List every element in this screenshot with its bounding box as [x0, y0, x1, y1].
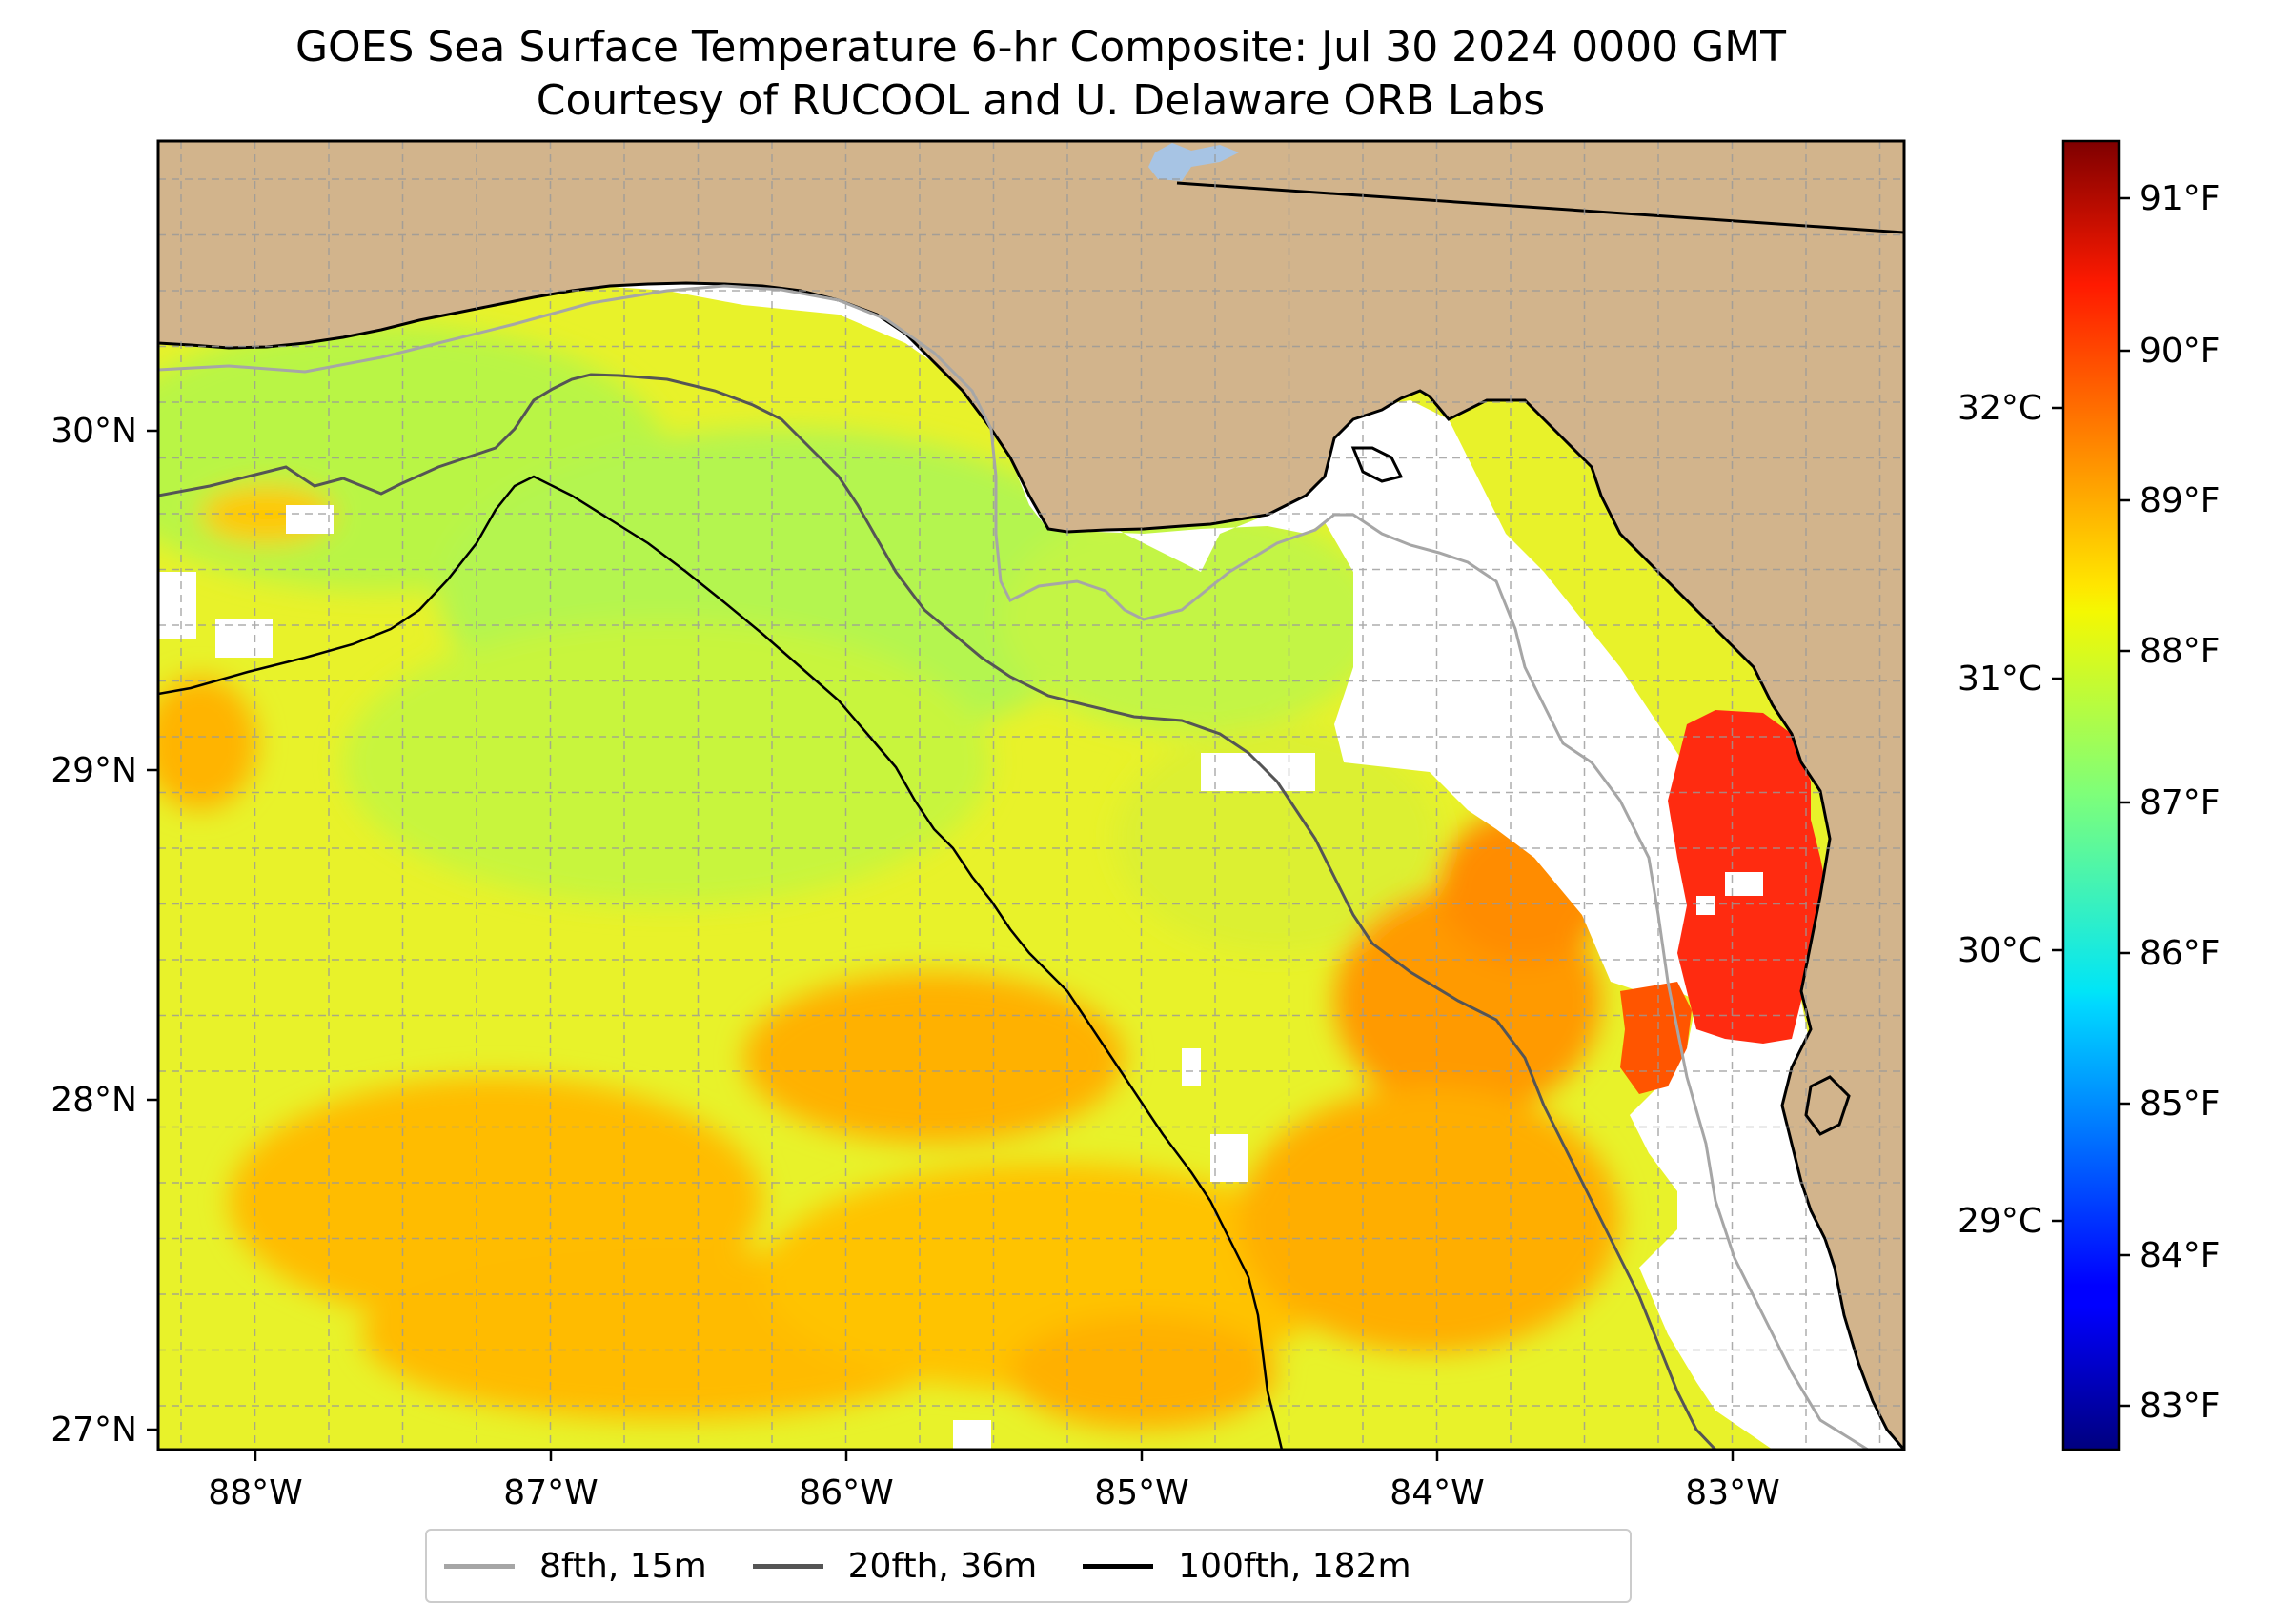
legend-line-swatch [752, 1563, 823, 1569]
map-frame [156, 139, 1906, 1451]
lat-tick-label: 28°N [51, 1081, 137, 1120]
cb-f-tick-label: 85°F [2140, 1085, 2221, 1124]
cb-f-tick-label: 91°F [2140, 179, 2221, 218]
cb-f-tick-label: 88°F [2140, 632, 2221, 671]
lat-tick-label: 30°N [51, 412, 137, 451]
cb-f-tick-label: 89°F [2140, 481, 2221, 520]
coast-detail [1350, 446, 1404, 483]
lon-tick-label: 83°W [1685, 1473, 1779, 1512]
isobath-20fth [158, 373, 1717, 1450]
colorbar[interactable]: 91°F 90°F 89°F 88°F 87°F 86°F 85°F 84°F 83°F 32°… [1958, 139, 2221, 1451]
isobath-legend: 8fth, 15m 20fth, 36m 100fth, 182m [425, 1529, 1632, 1603]
cb-c-tick-label: 32°C [1958, 389, 2042, 428]
lon-tick-label: 86°W [799, 1473, 893, 1512]
cb-f-tick-label: 84°F [2140, 1236, 2221, 1275]
lon-tick-label: 87°W [503, 1473, 598, 1512]
legend-item: 100fth, 182m [1083, 1546, 1411, 1586]
cb-f-tick-label: 86°F [2140, 934, 2221, 973]
cb-f-tick-label: 87°F [2140, 783, 2221, 822]
legend-line-swatch [1083, 1563, 1154, 1569]
legend-label: 100fth, 182m [1178, 1546, 1411, 1586]
colorbar-f-ticks: 91°F 90°F 89°F 88°F 87°F 86°F 85°F 84°F 83°F [2119, 179, 2221, 1426]
colorbar-gradient [2061, 139, 2121, 1451]
lat-tick-label: 29°N [51, 751, 137, 790]
cb-f-tick-label: 83°F [2140, 1387, 2221, 1426]
cb-c-tick-label: 29°C [1958, 1202, 2042, 1241]
state-border [1176, 181, 1904, 234]
legend-item: 20fth, 36m [752, 1546, 1038, 1586]
lat-tick-group: 30°N 29°N 28°N 27°N [51, 412, 158, 1450]
colorbar-c-ticks: 32°C 31°C 30°C 29°C [1958, 389, 2063, 1241]
cb-c-tick-label: 30°C [1958, 931, 2042, 970]
legend-label: 8fth, 15m [539, 1546, 707, 1586]
lon-tick-label: 88°W [208, 1473, 302, 1512]
isobath-8fth [158, 284, 1869, 1450]
lat-tick-label: 27°N [51, 1411, 137, 1450]
lon-tick-label: 85°W [1094, 1473, 1188, 1512]
gridlines [158, 141, 1904, 1450]
legend-label: 20fth, 36m [847, 1546, 1038, 1586]
lake [1148, 143, 1239, 181]
map-area[interactable] [95, 141, 1904, 1450]
map-title: GOES Sea Surface Temperature 6-hr Compos… [294, 23, 1787, 71]
coast-detail-2 [1804, 1075, 1851, 1136]
cb-f-tick-label: 90°F [2140, 332, 2221, 371]
legend-item: 8fth, 15m [444, 1547, 707, 1586]
lon-tick-group: 88°W 87°W 86°W 85°W 84°W 83°W [208, 1450, 1780, 1512]
legend-line-swatch [444, 1563, 515, 1569]
isobath-100fth [158, 475, 1284, 1450]
cb-c-tick-label: 31°C [1958, 660, 2042, 699]
map-subtitle: Courtesy of RUCOOL and U. Delaware ORB L… [536, 76, 1546, 125]
lon-tick-label: 84°W [1390, 1473, 1484, 1512]
